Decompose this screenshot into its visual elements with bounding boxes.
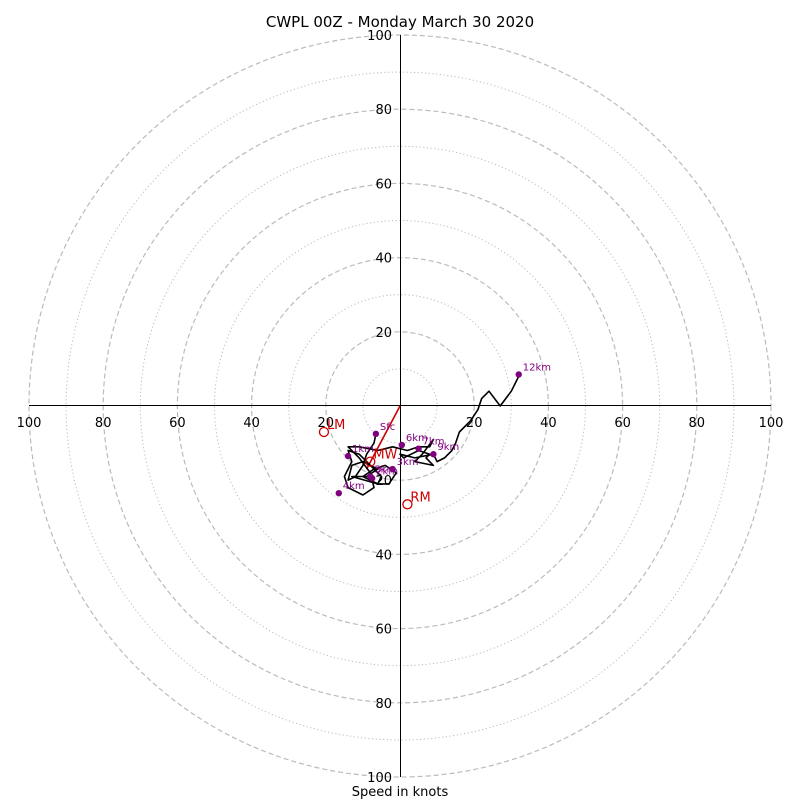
tick-label: 80: [375, 697, 392, 712]
height-marker-label: 5km: [374, 464, 396, 475]
height-marker-label: 9km: [437, 442, 459, 453]
height-marker: [515, 371, 522, 378]
chart-title: CWPL 00Z - Monday March 30 2020: [266, 13, 534, 31]
storm-motion-marker: [365, 456, 376, 467]
height-marker: [389, 465, 396, 473]
tick-label: 20: [466, 416, 483, 431]
storm-motion-markers: LM MW RM: [318, 418, 431, 510]
height-marker-label: 3km: [397, 457, 419, 468]
tick-label: 100: [17, 416, 42, 431]
height-marker: [344, 452, 352, 460]
height-marker: [372, 430, 380, 438]
height-marker: [398, 441, 406, 449]
height-marker: [430, 451, 437, 458]
height-marker-label: 7km: [423, 437, 445, 448]
tick-label: 80: [375, 103, 392, 118]
storm-motion-label: MW: [373, 448, 397, 463]
tick-label: 60: [375, 177, 392, 192]
hodograph-line: [343, 375, 520, 496]
axes: [29, 35, 771, 777]
tick-label: 100: [759, 416, 784, 431]
storm-motion-marker: [402, 499, 413, 510]
tick-label: 100: [367, 771, 392, 786]
hodograph-trace: [343, 375, 520, 496]
tick-label: 60: [614, 416, 631, 431]
storm-vector: [365, 405, 401, 470]
height-marker-label: Sfc: [380, 422, 395, 433]
tick-label: 80: [95, 416, 112, 431]
storm-vector-line: [365, 405, 401, 470]
height-marker-label: 6km: [406, 433, 428, 444]
height-marker-label: 12km: [523, 362, 551, 373]
x-axis-label: Speed in knots: [352, 785, 449, 800]
tick-label: 100: [367, 29, 392, 44]
height-marker: [367, 473, 374, 480]
tick-label: 40: [243, 416, 260, 431]
height-marker: [335, 489, 342, 497]
tick-label: 20: [375, 326, 392, 341]
tick-label: 20: [318, 416, 335, 431]
tick-label: 40: [540, 416, 557, 431]
tick-label: 20: [375, 474, 392, 489]
height-marker: [415, 445, 422, 452]
tick-label: 40: [375, 548, 392, 563]
tick-label: 80: [689, 416, 706, 431]
height-marker-label: 4km: [343, 481, 365, 492]
tick-label: 60: [375, 623, 392, 638]
storm-motion-label: LM: [327, 418, 345, 433]
storm-motion-label: RM: [410, 490, 430, 505]
storm-motion-marker: [318, 426, 330, 438]
tick-label: 40: [375, 252, 392, 267]
height-marker-label: 1km: [352, 444, 374, 455]
tick-label: 60: [169, 416, 186, 431]
height-marker-label: 2km: [376, 466, 398, 477]
tick-labels: 20 20 20 20 40 40 40 40 60 60 60 60 80 80 80 80 100 100 10…: [17, 29, 784, 786]
